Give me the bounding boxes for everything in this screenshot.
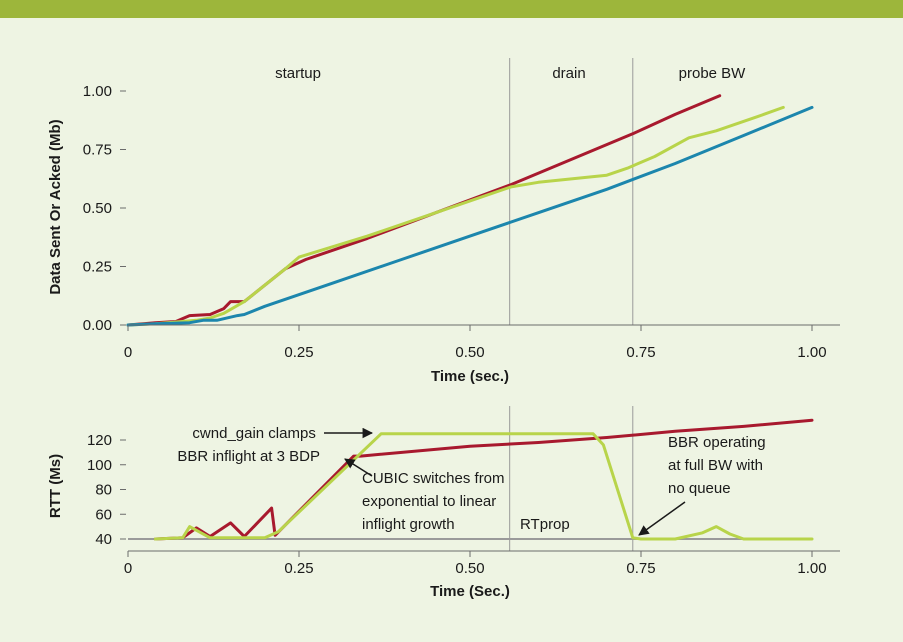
chart2-phase-lines	[509, 406, 634, 551]
phase-label-probe-bw: probe BW	[679, 65, 747, 82]
annotation-bbr-full-bw: BBR operating at full BW with no queue	[668, 434, 770, 497]
chart2-y-tick-label: 40	[95, 531, 112, 548]
chart2-x-tick-label: 0	[124, 560, 132, 577]
annotation-cwnd-gain: cwnd_gain clamps BBR inflight at 3 BDP	[177, 425, 320, 465]
chart-rtt: 0 0.25 0.50 0.75 1.00 40 60 80 100 120 cwnd_gain…	[47, 406, 840, 600]
chart1-x-ticks: 0 0.25 0.50 0.75 1.00	[124, 325, 827, 361]
chart1-series-red	[126, 94, 722, 327]
annotation-bbr-full-bw-arrow	[638, 501, 686, 536]
chart1-x-tick-label: 0.75	[626, 344, 655, 361]
chart2-x-tick-label: 0.50	[455, 560, 484, 577]
chart1-series-blue	[126, 105, 814, 327]
chart1-y-tick-label: 0.50	[83, 200, 112, 217]
annotation-cubic-switch: CUBIC switches from exponential to linea…	[362, 470, 509, 533]
chart1-series-green	[126, 105, 785, 327]
chart2-x-ticks: 0 0.25 0.50 0.75 1.00	[124, 551, 827, 577]
chart2-y-tick-label: 60	[95, 506, 112, 523]
chart1-phase-lines	[509, 58, 634, 325]
chart1-y-tick-label: 0.25	[83, 259, 112, 276]
chart2-y-tick-label: 80	[95, 482, 112, 499]
chart1-y-tick-label: 1.00	[83, 83, 112, 100]
chart1-y-ticks: 0.00 0.25 0.50 0.75 1.00	[83, 83, 126, 334]
chart1-y-tick-label: 0.75	[83, 142, 112, 159]
chart2-x-axis-label: Time (Sec.)	[430, 583, 510, 600]
chart1-y-axis-label: Data Sent Or Acked (Mb)	[47, 119, 64, 294]
chart2-y-axis-label: RTT (Ms)	[47, 454, 64, 518]
chart1-series	[126, 94, 814, 327]
chart1-x-tick-label: 0	[124, 344, 132, 361]
top-accent-bar	[0, 0, 903, 18]
phase-label-startup: startup	[275, 65, 321, 82]
chart1-x-tick-label: 1.00	[797, 344, 826, 361]
chart2-x-tick-label: 1.00	[797, 560, 826, 577]
phase-label-drain: drain	[552, 65, 585, 82]
chart2-x-tick-label: 0.25	[284, 560, 313, 577]
chart2-y-tick-label: 100	[87, 457, 112, 474]
chart1-x-axis-label: Time (sec.)	[431, 368, 509, 385]
chart2-x-tick-label: 0.75	[626, 560, 655, 577]
chart1-x-tick-label: 0.50	[455, 344, 484, 361]
annotation-cubic-switch-arrow	[344, 458, 373, 477]
figure: 0 0.25 0.50 0.75 1.00 0.00 0.25 0.50 0.75 1.00 s…	[47, 58, 840, 600]
chart2-series-green	[153, 432, 814, 541]
chart2-series	[153, 418, 814, 541]
annotation-rtprop: RTprop	[520, 516, 570, 533]
chart1-x-tick-label: 0.25	[284, 344, 313, 361]
chart1-y-tick-label: 0.00	[83, 317, 112, 334]
chart2-y-ticks: 40 60 80 100 120	[87, 432, 126, 548]
chart-data-sent: 0 0.25 0.50 0.75 1.00 0.00 0.25 0.50 0.75 1.00 s…	[47, 58, 840, 385]
chart2-y-tick-label: 120	[87, 432, 112, 449]
